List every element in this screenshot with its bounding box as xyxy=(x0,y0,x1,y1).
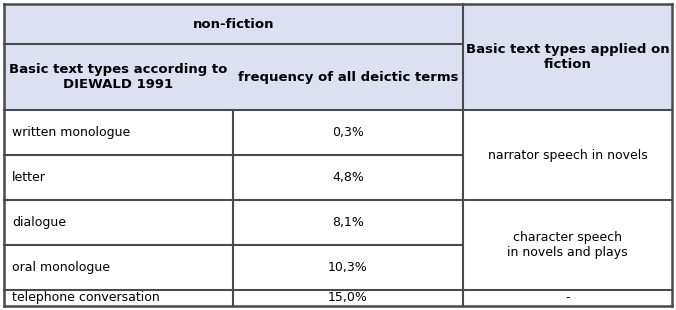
Bar xyxy=(4,155,672,200)
Text: 0,3%: 0,3% xyxy=(332,126,364,139)
Text: oral monologue: oral monologue xyxy=(12,261,110,274)
Bar xyxy=(4,245,672,290)
Bar xyxy=(4,110,672,155)
Text: dialogue: dialogue xyxy=(12,216,66,229)
Text: frequency of all deictic terms: frequency of all deictic terms xyxy=(238,70,458,83)
Bar xyxy=(4,290,672,306)
Bar xyxy=(463,4,672,110)
Text: 4,8%: 4,8% xyxy=(332,171,364,184)
Text: narrator speech in novels: narrator speech in novels xyxy=(487,148,648,162)
Text: -: - xyxy=(565,291,570,304)
Text: 10,3%: 10,3% xyxy=(328,261,368,274)
Text: telephone conversation: telephone conversation xyxy=(12,291,160,304)
Bar xyxy=(4,200,672,245)
Text: written monologue: written monologue xyxy=(12,126,130,139)
Bar xyxy=(4,4,463,44)
Bar xyxy=(4,44,463,110)
Text: Basic text types according to
DIEWALD 1991: Basic text types according to DIEWALD 19… xyxy=(9,63,228,91)
Text: letter: letter xyxy=(12,171,46,184)
Text: character speech
in novels and plays: character speech in novels and plays xyxy=(507,231,628,259)
Text: non-fiction: non-fiction xyxy=(193,17,274,30)
Text: Basic text types applied on
fiction: Basic text types applied on fiction xyxy=(466,43,669,71)
Text: 15,0%: 15,0% xyxy=(328,291,368,304)
Text: 8,1%: 8,1% xyxy=(332,216,364,229)
